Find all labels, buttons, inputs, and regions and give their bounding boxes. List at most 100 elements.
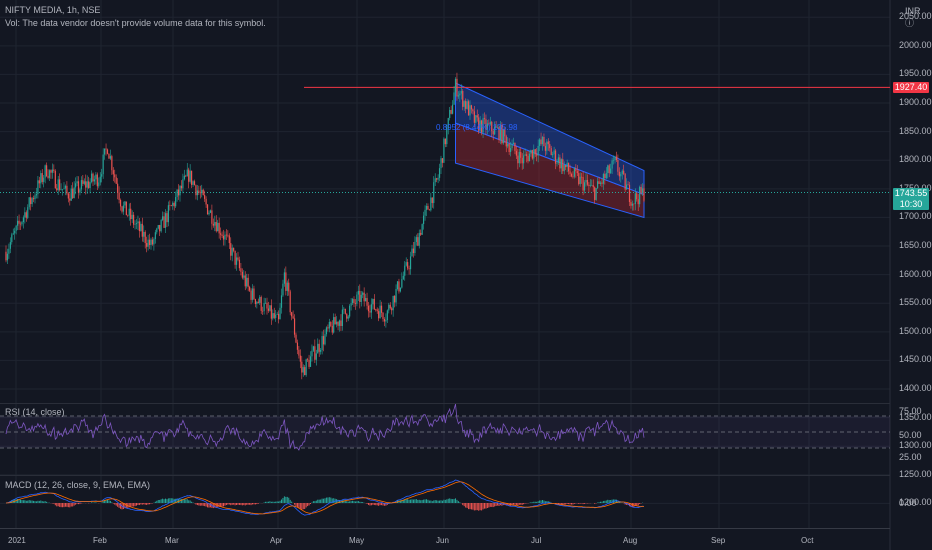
candle-body	[280, 295, 283, 308]
candle-body	[641, 188, 644, 194]
candle-body	[69, 198, 71, 201]
candle-body	[549, 144, 551, 149]
resistance-price-tag: 1927.40	[893, 82, 929, 94]
candle-body	[98, 182, 100, 187]
candle-body	[359, 290, 361, 302]
candle-body	[546, 141, 548, 151]
candle-body	[563, 165, 565, 172]
candle-body	[57, 179, 59, 191]
price-tick-label: 1200.00	[899, 497, 932, 508]
candle-body	[315, 353, 317, 360]
candle-body	[568, 162, 570, 172]
candle-body	[92, 173, 94, 182]
volume-note: Vol: The data vendor doesn't provide vol…	[5, 18, 266, 28]
candle-body	[270, 305, 272, 319]
candle-body	[14, 230, 16, 234]
price-tick-label: 1300.00	[899, 440, 932, 451]
candle-body	[217, 222, 219, 232]
candle-body	[591, 185, 593, 186]
candle-body	[51, 169, 53, 173]
candle-body	[515, 150, 517, 156]
candle-body	[114, 174, 116, 178]
time-tick-label: Mar	[165, 536, 179, 545]
candle-body	[311, 350, 313, 357]
candle-body	[193, 181, 196, 186]
candle-body	[46, 165, 48, 177]
candle-body	[259, 296, 261, 303]
candle-body	[601, 182, 603, 184]
candle-body	[21, 222, 23, 225]
candle-body	[230, 243, 232, 256]
candle-body	[235, 257, 238, 265]
candle-body	[462, 90, 464, 107]
candle-body	[228, 235, 230, 244]
time-tick-label: Oct	[801, 536, 814, 545]
candle-body	[159, 225, 161, 232]
candle-body	[157, 225, 159, 229]
candle-body	[76, 181, 78, 184]
candle-body	[160, 219, 162, 232]
candle-body	[312, 346, 314, 351]
candle-body	[460, 90, 462, 94]
candle-body	[47, 176, 49, 178]
candle-body	[31, 198, 33, 205]
candle-body	[510, 148, 512, 153]
candle-body	[566, 162, 568, 168]
candle-body	[444, 138, 446, 145]
candle-body	[61, 189, 64, 190]
candle-body	[383, 319, 386, 322]
macd-title[interactable]: MACD (12, 26, close, 9, EMA, EMA)	[5, 480, 151, 490]
candle-body	[636, 193, 638, 200]
candle-body	[282, 283, 284, 296]
candle-body	[447, 118, 449, 129]
candle-body	[552, 154, 554, 156]
candle-body	[350, 303, 352, 306]
candle-body	[302, 367, 304, 373]
candle-body	[494, 126, 496, 135]
candle-body	[262, 310, 264, 312]
candle-body	[560, 159, 562, 169]
candle-body	[269, 305, 271, 311]
price-tick-label: 1650.00	[899, 240, 932, 251]
candle-body	[379, 305, 381, 319]
candle-body	[391, 308, 393, 311]
candle-body	[86, 181, 88, 188]
candle-body	[143, 231, 145, 237]
candle-body	[594, 187, 596, 200]
candle-body	[378, 311, 380, 319]
rsi-title[interactable]: RSI (14, close)	[5, 407, 65, 417]
candle-body	[124, 201, 126, 206]
candle-body	[209, 210, 212, 213]
candle-body	[109, 156, 111, 159]
price-tick-label: 1450.00	[899, 354, 932, 365]
candle-body	[292, 316, 294, 319]
price-tick-label: 1250.00	[899, 468, 932, 479]
candle-body	[388, 304, 390, 311]
candle-body	[279, 307, 281, 320]
candle-body	[521, 157, 523, 164]
candle-body	[183, 175, 185, 180]
candle-body	[111, 156, 113, 171]
candle-body	[185, 175, 187, 177]
candle-body	[627, 184, 629, 186]
candle-body	[257, 301, 259, 303]
candle-body	[208, 212, 210, 215]
candle-body	[440, 158, 442, 169]
candle-body	[446, 128, 448, 145]
candle-body	[491, 121, 493, 132]
candle-body	[602, 174, 604, 184]
info-icon[interactable]: ⓘ	[905, 18, 915, 28]
candle-body	[222, 235, 225, 240]
candle-body	[278, 313, 280, 320]
candle-body	[151, 239, 154, 245]
candle-body	[605, 172, 607, 179]
candle-body	[99, 176, 101, 183]
candle-body	[96, 174, 98, 187]
candle-body	[8, 248, 10, 254]
price-tick-label: 1950.00	[899, 68, 932, 79]
candle-body	[180, 185, 183, 189]
channel-stats-label: 0.8952 (8.44%) 135.98	[436, 123, 518, 132]
symbol-title[interactable]: NIFTY MEDIA, 1h, NSE	[5, 5, 101, 15]
candle-body	[331, 325, 333, 333]
